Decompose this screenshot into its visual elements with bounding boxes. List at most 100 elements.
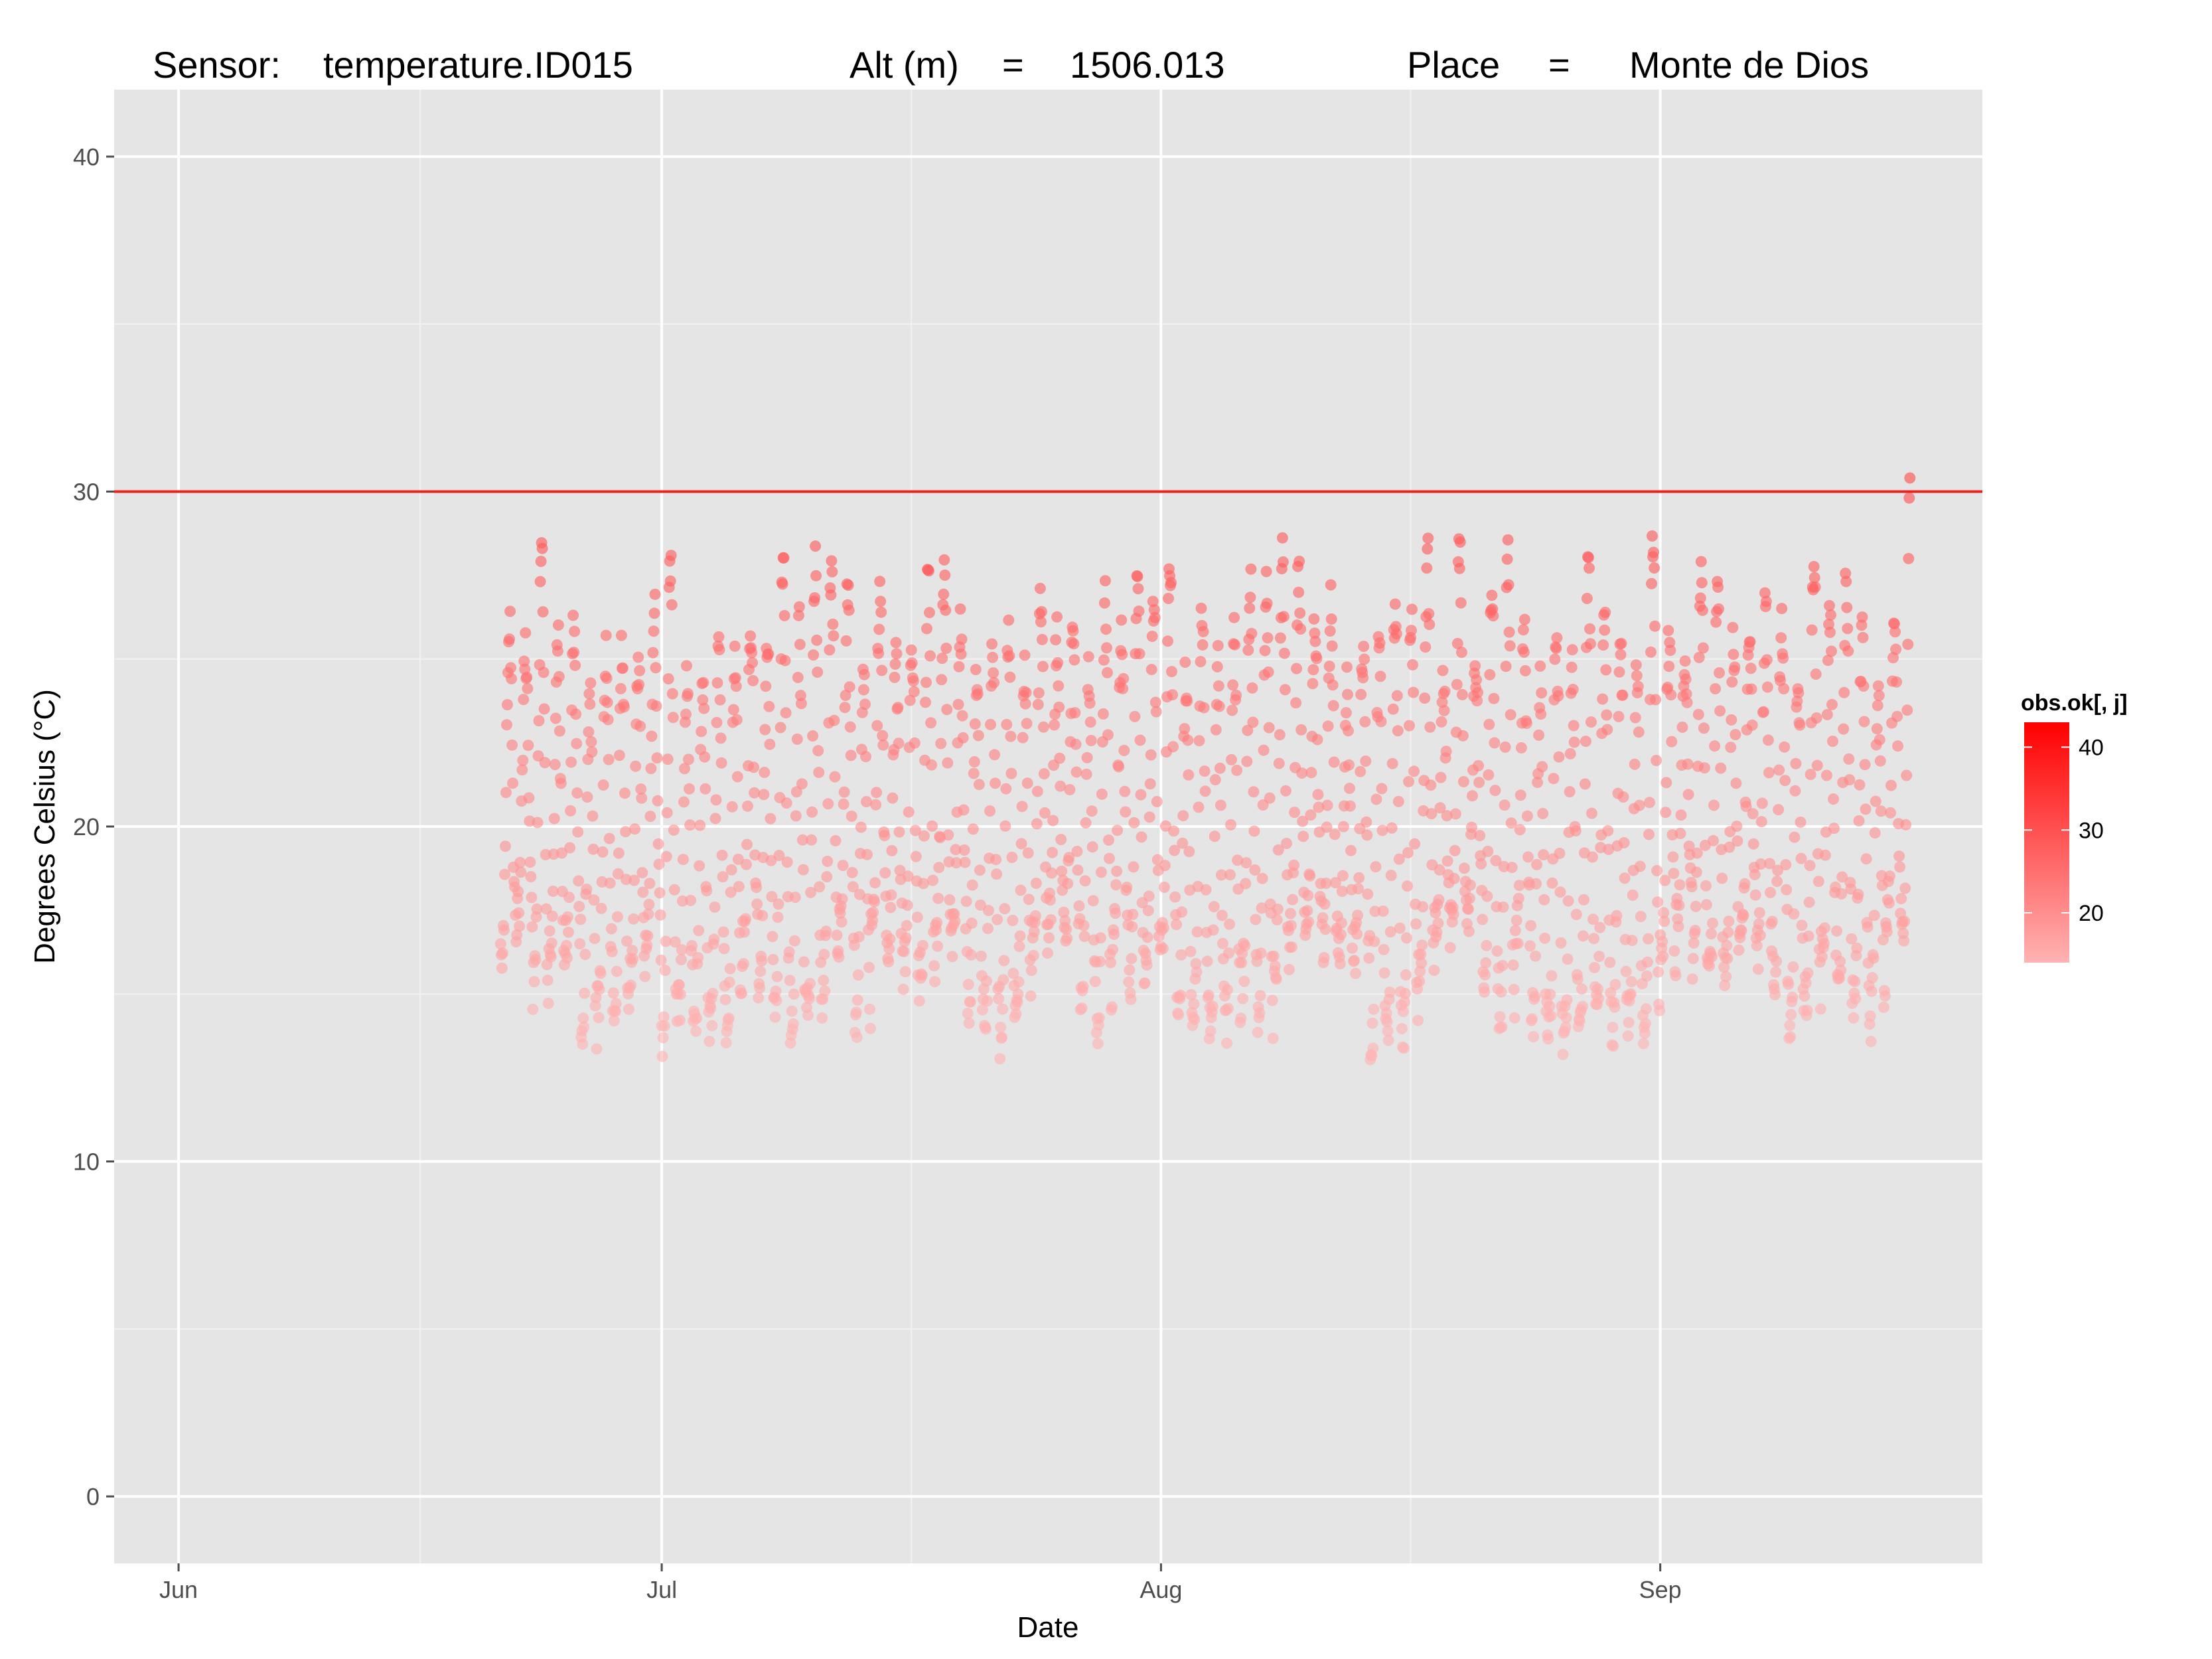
data-point (1690, 900, 1702, 912)
data-point (1211, 661, 1223, 672)
data-point (1789, 831, 1801, 843)
data-point (1032, 698, 1044, 710)
data-point (1190, 958, 1202, 970)
data-point (1532, 777, 1544, 788)
data-point (1697, 642, 1709, 654)
data-point (1585, 716, 1597, 728)
data-point (646, 730, 658, 742)
data-point (1396, 1023, 1408, 1034)
data-point (1449, 808, 1461, 820)
data-point (784, 975, 796, 987)
data-point (1419, 692, 1431, 704)
data-point (806, 806, 818, 818)
data-point (1535, 708, 1547, 720)
data-point (883, 956, 895, 968)
data-point (1749, 889, 1761, 901)
x-tick-label: Jul (646, 1576, 677, 1603)
data-point (690, 1025, 702, 1037)
data-point (810, 570, 822, 582)
data-point (1545, 1010, 1557, 1022)
data-point (1666, 736, 1678, 748)
data-point (1759, 587, 1771, 599)
data-point (1424, 619, 1436, 631)
data-point (1095, 866, 1107, 878)
data-point (1295, 724, 1307, 736)
data-point (1494, 1011, 1506, 1022)
data-point (1033, 687, 1045, 699)
data-point (1572, 973, 1584, 985)
data-point (1469, 660, 1481, 672)
data-point (1613, 710, 1625, 722)
data-point (1402, 880, 1413, 892)
data-point (637, 886, 649, 898)
data-point (1483, 769, 1495, 781)
data-point (632, 651, 644, 663)
data-point (1099, 575, 1111, 587)
data-point (1509, 1012, 1520, 1024)
data-point (1576, 983, 1587, 995)
data-point (569, 625, 581, 637)
data-point (897, 983, 909, 995)
data-point (1375, 716, 1387, 728)
data-point (740, 913, 751, 925)
data-point (1307, 678, 1319, 690)
legend-tick-label: 20 (2079, 901, 2104, 926)
data-point (591, 1043, 603, 1055)
data-point (845, 750, 857, 761)
data-point (1293, 586, 1305, 598)
data-point (767, 931, 778, 943)
data-point (1858, 716, 1870, 728)
data-point (1615, 649, 1627, 661)
data-point (684, 783, 695, 795)
data-point (1718, 961, 1730, 973)
data-point (1273, 757, 1285, 769)
data-point (1263, 722, 1275, 734)
data-point (1730, 729, 1741, 740)
data-point (1389, 598, 1401, 610)
data-point (773, 898, 784, 910)
data-point (1895, 893, 1907, 905)
data-point (1898, 935, 1910, 947)
data-point (957, 732, 969, 744)
data-point (981, 975, 992, 987)
data-point (1118, 672, 1130, 684)
data-point (1615, 637, 1627, 649)
data-point (1522, 810, 1533, 822)
data-point (1191, 926, 1203, 938)
data-point (1664, 645, 1676, 657)
data-point (520, 627, 532, 639)
data-point (717, 871, 729, 883)
data-point (1846, 933, 1858, 945)
data-point (1027, 949, 1039, 961)
data-point (764, 738, 776, 750)
data-point (991, 868, 1003, 880)
data-point (759, 767, 771, 778)
data-point (974, 864, 986, 876)
data-point (757, 909, 769, 921)
data-point (1617, 791, 1629, 803)
data-point (563, 926, 574, 938)
data-point (938, 554, 950, 566)
data-point (1322, 720, 1334, 732)
data-point (1362, 888, 1374, 900)
data-point (667, 712, 679, 724)
data-point (1360, 755, 1372, 767)
data-point (546, 910, 558, 922)
data-point (1589, 962, 1601, 973)
data-point (662, 753, 674, 765)
data-point (636, 792, 648, 804)
data-point (1021, 777, 1033, 789)
data-point (549, 759, 561, 771)
title-alt-value: 1506.013 (1070, 44, 1225, 86)
data-point (1254, 990, 1266, 1002)
data-point (1529, 990, 1541, 1002)
data-point (763, 648, 774, 660)
data-point (776, 578, 788, 590)
data-point (661, 807, 673, 819)
data-point (1495, 986, 1507, 998)
data-point (1524, 940, 1536, 952)
data-point (694, 819, 706, 831)
data-point (565, 805, 577, 817)
data-point (511, 929, 523, 941)
data-point (1319, 923, 1331, 935)
